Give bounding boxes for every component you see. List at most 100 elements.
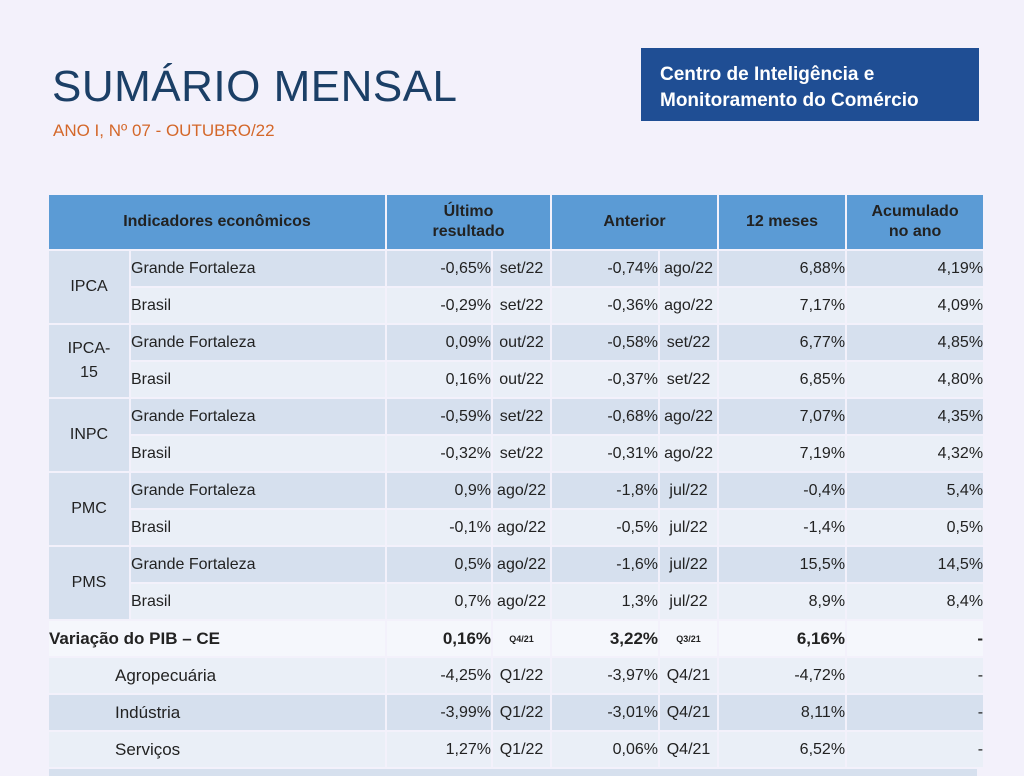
sector-label: Serviços	[49, 732, 386, 767]
twelve-months-value: 6,85%	[719, 362, 846, 397]
org-name-line1: Centro de Inteligência e	[660, 64, 875, 85]
sector-previous-value: 0,06%	[552, 732, 659, 767]
indicator-group-name-line2: 15	[80, 364, 98, 381]
last-result-period: set/22	[493, 399, 551, 434]
sector-previous-period: Q4/21	[660, 732, 718, 767]
indicator-group-name-line1: PMC	[71, 500, 107, 517]
region-label: Brasil	[131, 510, 386, 545]
sector-last-value: -4,25%	[387, 658, 492, 693]
sector-accumulated-value: -	[847, 732, 984, 767]
sector-last-value: 1,27%	[387, 732, 492, 767]
sector-last-period: Q1/22	[493, 658, 551, 693]
last-result-period: out/22	[493, 362, 551, 397]
table-row: IPCA Grande Fortaleza -0,65% set/22 -0,74% ag…	[49, 251, 984, 323]
pib-last-period: Q4/21	[493, 621, 551, 656]
indicator-group-name: INPC	[49, 399, 129, 471]
previous-period: jul/22	[660, 473, 718, 508]
sector-last-value: -3,99%	[387, 695, 492, 730]
previous-value: -0,58%	[552, 325, 659, 360]
previous-period: jul/22	[660, 547, 718, 582]
sector-accumulated-value: -	[847, 695, 984, 730]
table-row-sector: Indústria -3,99% Q1/22 -3,01% Q4/21 8,11% -	[49, 695, 984, 730]
previous-value: -1,6%	[552, 547, 659, 582]
col-header-acc-line1: Acumulado	[871, 203, 959, 220]
indicator-group-name-line1: PMS	[71, 574, 107, 591]
previous-period: ago/22	[660, 399, 718, 434]
region-label: Grande Fortaleza	[131, 473, 386, 508]
sector-twelve-months-value: 6,52%	[719, 732, 846, 767]
sector-last-period: Q1/22	[493, 732, 551, 767]
previous-value: -0,74%	[552, 251, 659, 286]
twelve-months-value: 8,9%	[719, 584, 846, 619]
last-result-value: -0,65%	[387, 251, 492, 286]
col-header-12-months: 12 meses	[719, 195, 846, 249]
col-header-last-line1: Último	[443, 203, 494, 220]
accumulated-value: 4,85%	[847, 325, 984, 360]
twelve-months-value: 6,77%	[719, 325, 846, 360]
previous-period: jul/22	[660, 584, 718, 619]
last-result-value: -0,59%	[387, 399, 492, 434]
indicator-group-name: PMC	[49, 473, 129, 545]
sector-label: Indústria	[49, 695, 386, 730]
sector-twelve-months-value: 8,11%	[719, 695, 846, 730]
previous-value: -1,8%	[552, 473, 659, 508]
last-result-period: set/22	[493, 251, 551, 286]
table-row: Brasil 0,16% out/22 -0,37% set/22 6,85% 4,80%	[49, 362, 984, 397]
pib-last-value: 0,16%	[387, 621, 492, 656]
table-row: Brasil -0,32% set/22 -0,31% ago/22 7,19% 4,32%	[49, 436, 984, 471]
org-name-line2: Monitoramento do Comércio	[660, 90, 919, 111]
previous-period: set/22	[660, 362, 718, 397]
last-result-value: 0,09%	[387, 325, 492, 360]
indicator-group-name: PMS	[49, 547, 129, 619]
col-header-last-line2: resultado	[432, 223, 505, 240]
sector-last-period: Q1/22	[493, 695, 551, 730]
page-title: SUMÁRIO MENSAL	[52, 62, 458, 111]
region-label: Brasil	[131, 288, 386, 323]
accumulated-value: 4,80%	[847, 362, 984, 397]
indicator-group-name-line1: INPC	[69, 426, 109, 443]
region-label: Grande Fortaleza	[131, 251, 386, 286]
sector-accumulated-value: -	[847, 658, 984, 693]
previous-value: -0,31%	[552, 436, 659, 471]
last-result-value: 0,5%	[387, 547, 492, 582]
previous-value: -0,37%	[552, 362, 659, 397]
sector-previous-value: -3,01%	[552, 695, 659, 730]
indicator-group-name: IPCA- 15	[49, 325, 129, 397]
region-label: Brasil	[131, 584, 386, 619]
twelve-months-value: -0,4%	[719, 473, 846, 508]
col-header-acc-line2: no ano	[888, 223, 942, 240]
table-row-sector: Serviços 1,27% Q1/22 0,06% Q4/21 6,52% -	[49, 732, 984, 767]
region-label: Grande Fortaleza	[131, 325, 386, 360]
last-result-period: ago/22	[493, 510, 551, 545]
previous-value: -0,5%	[552, 510, 659, 545]
twelve-months-value: 7,19%	[719, 436, 846, 471]
previous-value: -0,68%	[552, 399, 659, 434]
indicator-group-name-line1: IPCA	[70, 278, 108, 295]
table-row: Brasil -0,1% ago/22 -0,5% jul/22 -1,4% 0,5%	[49, 510, 984, 545]
region-label: Brasil	[131, 362, 386, 397]
previous-period: ago/22	[660, 251, 718, 286]
accumulated-value: 0,5%	[847, 510, 984, 545]
twelve-months-value: 15,5%	[719, 547, 846, 582]
pib-previous-value: 3,22%	[552, 621, 659, 656]
previous-value: 1,3%	[552, 584, 659, 619]
table-row: IPCA- 15 Grande Fortaleza 0,09% out/22 -0,58%…	[49, 325, 984, 397]
accumulated-value: 4,19%	[847, 251, 984, 286]
previous-period: ago/22	[660, 436, 718, 471]
region-label: Grande Fortaleza	[131, 399, 386, 434]
last-result-period: ago/22	[493, 473, 551, 508]
accumulated-value: 4,09%	[847, 288, 984, 323]
pib-accumulated-value: -	[847, 621, 984, 656]
previous-value: -0,36%	[552, 288, 659, 323]
col-header-accumulated: Acumulado no ano	[847, 195, 984, 249]
accumulated-value: 5,4%	[847, 473, 984, 508]
org-logo: Centro de Inteligência e Monitoramento d…	[641, 48, 979, 121]
sector-previous-value: -3,97%	[552, 658, 659, 693]
last-result-period: set/22	[493, 436, 551, 471]
sector-previous-period: Q4/21	[660, 695, 718, 730]
sector-twelve-months-value: -4,72%	[719, 658, 846, 693]
last-result-value: -0,32%	[387, 436, 492, 471]
twelve-months-value: -1,4%	[719, 510, 846, 545]
table-row: INPC Grande Fortaleza -0,59% set/22 -0,68% ag…	[49, 399, 984, 471]
previous-period: jul/22	[660, 510, 718, 545]
